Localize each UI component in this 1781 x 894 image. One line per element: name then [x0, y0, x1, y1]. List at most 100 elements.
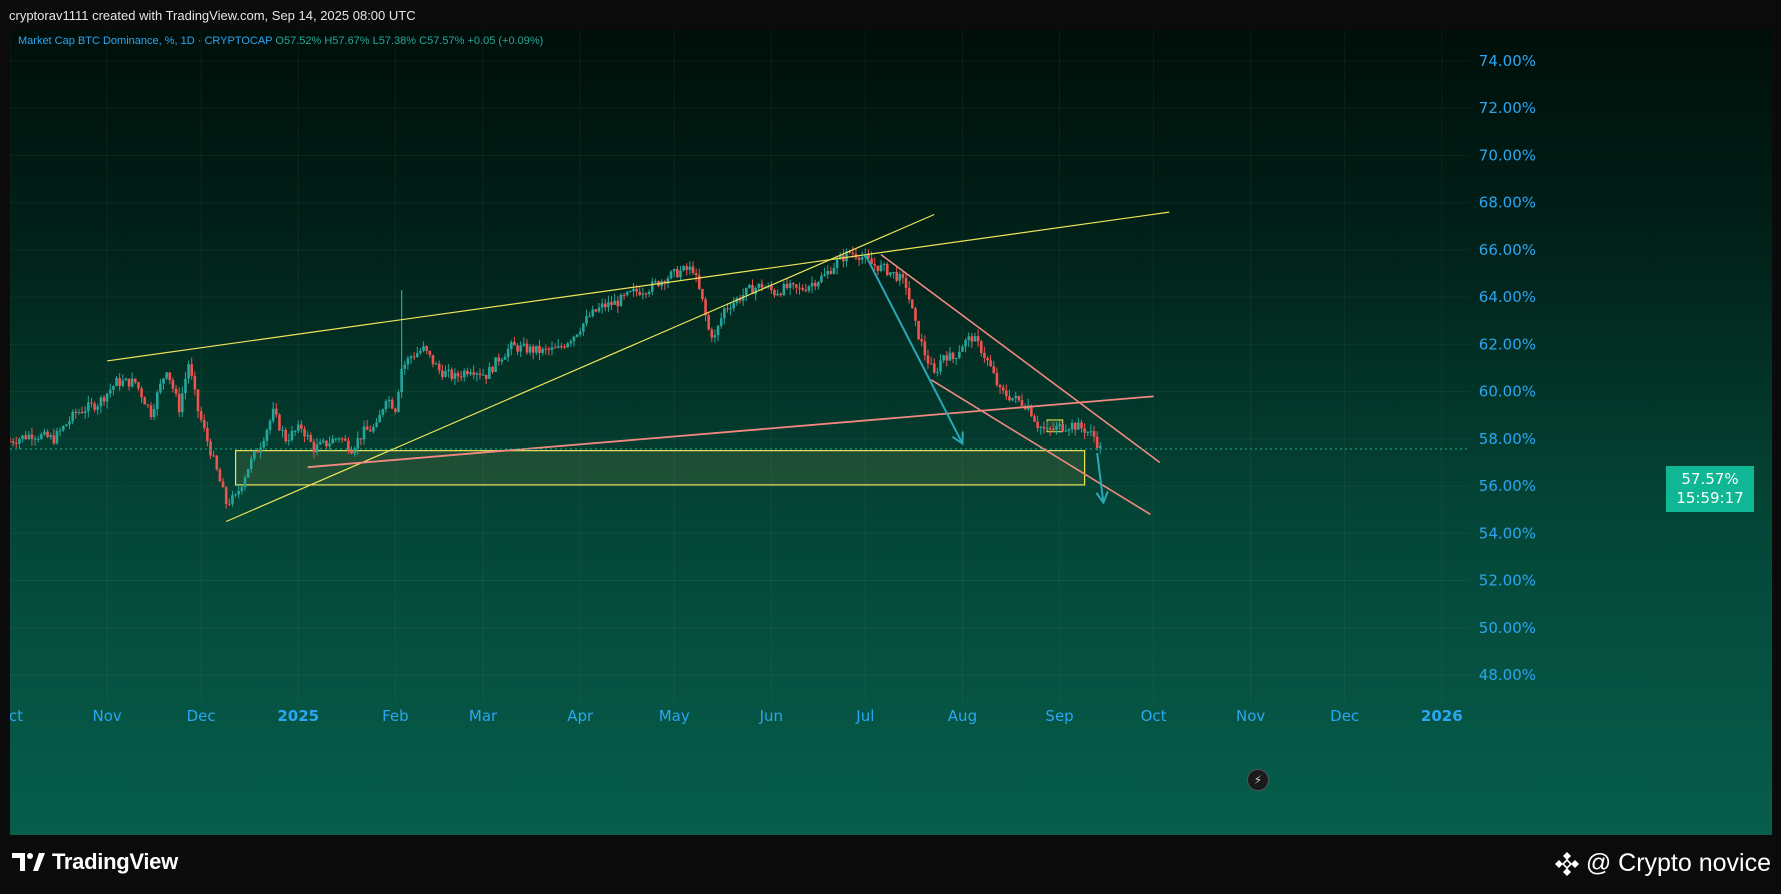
candle-body: [469, 372, 472, 375]
candle-body: [146, 404, 150, 406]
candle-body: [926, 355, 930, 364]
candle-body: [578, 331, 582, 335]
candle-body: [315, 444, 319, 453]
candle-body: [528, 346, 532, 353]
candle-body: [920, 339, 924, 342]
projection-arrow[interactable]: [1096, 452, 1105, 503]
candle-body: [704, 299, 707, 316]
candle-body: [415, 353, 419, 358]
support-zone[interactable]: [234, 450, 1086, 486]
candle-body: [165, 372, 168, 379]
candle-body: [939, 360, 942, 372]
candle-body: [600, 303, 604, 308]
candle-body: [572, 336, 576, 342]
candle-body: [958, 351, 961, 359]
candle-body: [209, 441, 212, 456]
tradingview-brand[interactable]: TradingView: [12, 849, 178, 875]
x-tick-label: May: [659, 707, 690, 725]
candle-body: [1095, 436, 1099, 448]
candle-body: [892, 272, 895, 274]
candle-body: [102, 397, 106, 402]
upper-trendline[interactable]: [107, 211, 1170, 362]
y-tick-label: 54.00%: [1479, 524, 1536, 542]
candle-body: [936, 371, 939, 373]
candle-body: [202, 419, 206, 428]
rising-trendline[interactable]: [225, 213, 935, 523]
symbol-legend[interactable]: Market Cap BTC Dominance, %, 1D · CRYPTO…: [18, 35, 544, 47]
candle-body: [378, 414, 381, 423]
candle-body: [563, 346, 566, 348]
ohlc-low: L57.38%: [372, 35, 417, 47]
candle-body: [384, 401, 388, 410]
candle-body: [372, 426, 375, 432]
candle-body: [441, 370, 444, 377]
x-tick-label: Dec: [1330, 707, 1359, 725]
x-tick-label: Apr: [567, 707, 594, 725]
candle-body: [594, 309, 598, 312]
candle-body: [284, 429, 288, 442]
price-chart[interactable]: 74.00% 72.00% 70.00% 68.00% 66.00% 64.00% 62.0…: [10, 30, 1772, 835]
candle-body: [275, 408, 278, 415]
candle-body: [127, 378, 131, 387]
candle-body: [365, 426, 369, 430]
candle-body: [262, 440, 266, 448]
candle-body: [359, 438, 363, 440]
candle-body: [300, 424, 303, 429]
y-tick-label: 68.00%: [1479, 194, 1536, 212]
candle-body: [243, 477, 247, 487]
y-tick-label: 56.00%: [1479, 477, 1536, 495]
channel-lower-line[interactable]: [930, 379, 1151, 516]
candle-body: [484, 374, 488, 379]
candle-body: [43, 431, 46, 435]
candle-body: [666, 278, 670, 284]
candle-body: [885, 263, 889, 276]
candle-body: [444, 371, 447, 377]
candle-body: [1073, 422, 1077, 430]
neckline-trendline[interactable]: [307, 395, 1154, 469]
candle-body: [68, 421, 71, 425]
candle-body: [838, 255, 842, 260]
candle-body: [309, 435, 313, 442]
candle-body: [669, 271, 673, 279]
candle-body: [776, 293, 779, 296]
candle-body: [1011, 398, 1014, 401]
candle-body: [177, 393, 181, 413]
projection-arrow[interactable]: [864, 254, 964, 445]
x-tick-label: 2025: [277, 707, 319, 725]
candle-body: [995, 372, 999, 385]
candle-body: [422, 346, 425, 351]
candle-body: [1039, 426, 1043, 429]
candle-body: [80, 412, 84, 414]
candle-body: [979, 341, 983, 353]
candle-body: [873, 263, 877, 266]
candle-body: [1017, 395, 1021, 401]
candle-body: [619, 294, 623, 307]
candle-body: [835, 259, 839, 268]
candle-body: [425, 346, 428, 351]
bolt-icon[interactable]: ⚡: [1247, 769, 1269, 791]
candle-body: [403, 364, 407, 369]
candle-body: [807, 286, 811, 291]
candle-body: [130, 378, 134, 387]
candle-body: [87, 402, 90, 412]
credit-line: cryptorav1111 created with TradingView.c…: [9, 7, 416, 23]
candle-body: [1080, 422, 1083, 429]
candle-body: [456, 373, 460, 377]
candle-body: [162, 378, 165, 384]
x-tick-label: Aug: [948, 707, 977, 725]
candle-body: [973, 336, 977, 342]
candle-body: [218, 469, 222, 482]
candle-body: [353, 448, 356, 454]
candle-body: [876, 265, 880, 271]
last-price: 57.57%: [1681, 470, 1739, 488]
candle-body: [278, 414, 281, 431]
candle-body: [1036, 421, 1039, 429]
candle-body: [813, 282, 817, 287]
candle-body: [591, 309, 595, 317]
y-tick-label: 74.00%: [1479, 52, 1536, 70]
chart-area[interactable]: 74.00% 72.00% 70.00% 68.00% 66.00% 64.00% 62.0…: [10, 30, 1772, 835]
channel-upper-line[interactable]: [880, 254, 1161, 464]
candle-body: [434, 363, 438, 365]
x-tick-label: Oct: [1141, 707, 1167, 725]
candle-body: [362, 426, 366, 440]
